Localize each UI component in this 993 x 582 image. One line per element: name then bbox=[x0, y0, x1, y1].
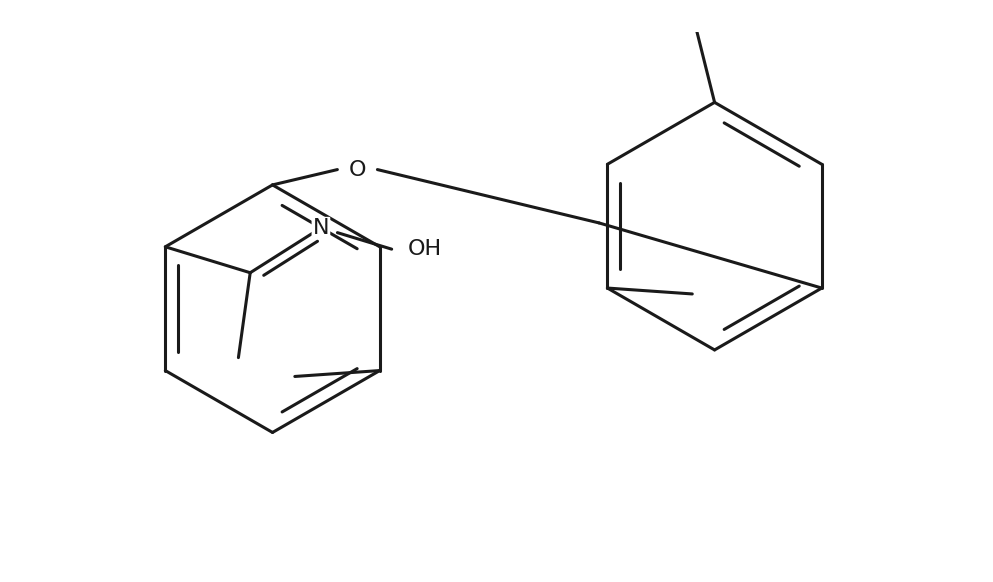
Text: O: O bbox=[349, 159, 366, 180]
Text: N: N bbox=[313, 218, 330, 238]
Text: OH: OH bbox=[408, 239, 442, 259]
